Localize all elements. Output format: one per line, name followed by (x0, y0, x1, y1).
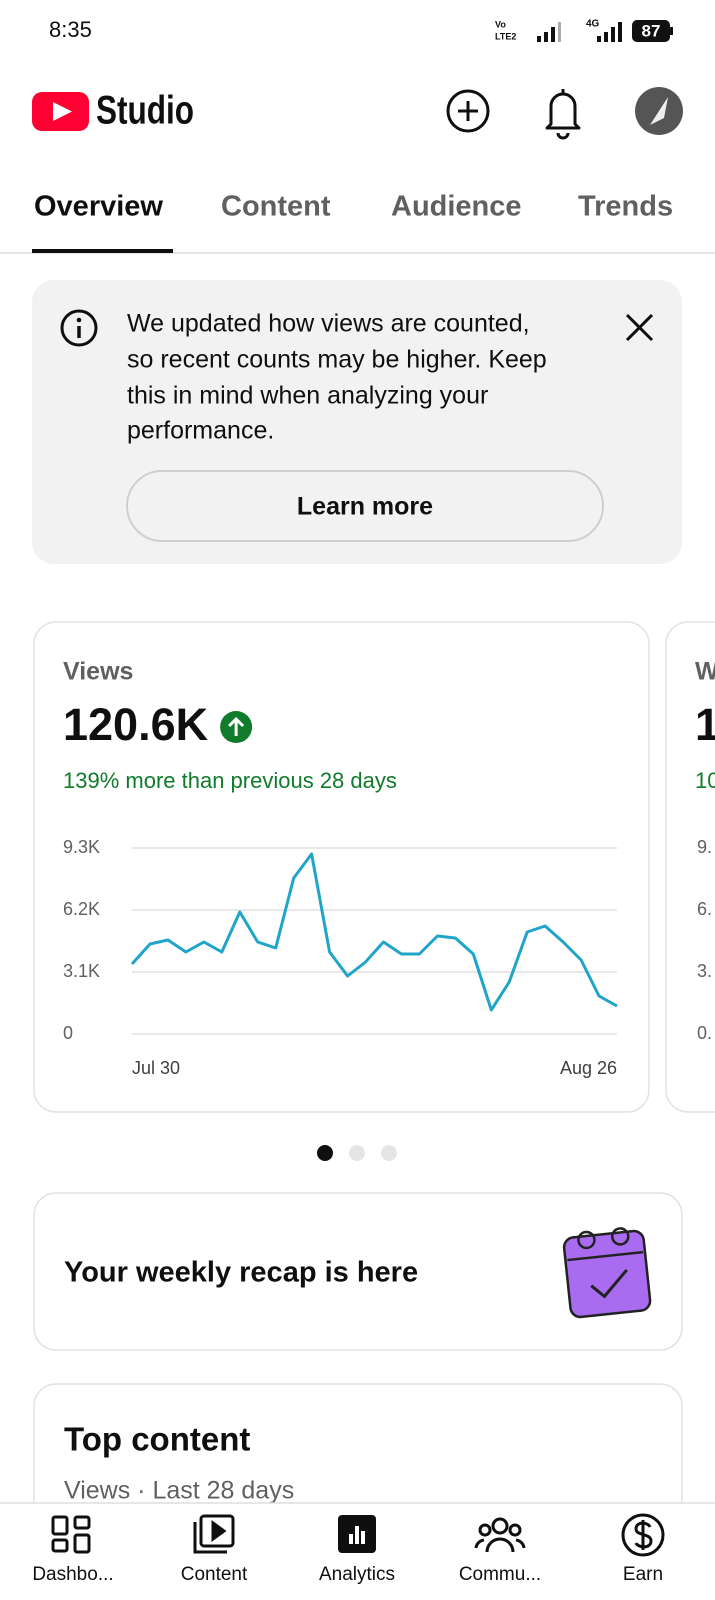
tab-indicator (32, 249, 173, 253)
tab[interactable]: Content (221, 191, 331, 223)
banner-text: this in mind when analyzing your (127, 382, 488, 410)
app-title: Studio (96, 89, 194, 133)
page-dot[interactable] (381, 1145, 397, 1161)
tab[interactable]: Audience (391, 191, 522, 223)
peek-text: 6. (697, 899, 712, 919)
metric-change: 139% more than previous 28 days (63, 768, 397, 793)
peek-text: 10 (695, 768, 715, 793)
nav-icon (338, 1515, 376, 1553)
views-card[interactable] (33, 621, 650, 1113)
page-dot[interactable] (317, 1145, 333, 1161)
metric-value: 120.6K (63, 699, 209, 750)
battery-level: 87 (642, 21, 661, 40)
avatar-art (650, 97, 668, 125)
battery-icon (632, 20, 670, 42)
nav-label[interactable]: Content (181, 1564, 248, 1585)
button-label: Learn more (297, 493, 433, 521)
status-time: 8:35 (49, 17, 92, 42)
close-button[interactable] (625, 313, 654, 342)
nav-label[interactable]: Commu... (459, 1564, 541, 1585)
signal-icon (537, 22, 622, 42)
nav-icon (474, 1517, 526, 1553)
page-dot[interactable] (349, 1145, 365, 1161)
tab[interactable]: Trends (578, 191, 673, 223)
x-tick-label: Jul 30 (132, 1058, 180, 1078)
nav-label[interactable]: Earn (623, 1564, 663, 1585)
nav-icon (193, 1514, 235, 1554)
x-tick-label: Aug 26 (560, 1058, 617, 1078)
y-tick-label: 0 (63, 1023, 73, 1043)
views-chart: 0 3.1K 6.2K 9.3K Jul 30 Aug 26 (63, 837, 618, 1078)
battery-tip (670, 27, 673, 35)
notifications-button[interactable] (545, 89, 581, 140)
status-label: Vo (495, 19, 506, 29)
status-label: LTE2 (495, 31, 516, 41)
peek-card[interactable] (665, 621, 715, 1113)
peek-text: 3. (697, 961, 712, 981)
peek-text: 9. (697, 837, 712, 857)
nav-icon (621, 1513, 665, 1557)
nav-label[interactable]: Dashbo... (32, 1564, 113, 1585)
banner-text: performance. (127, 417, 274, 445)
create-button[interactable] (446, 89, 490, 133)
recap-title: Your weekly recap is here (64, 1257, 418, 1289)
y-tick-label: 6.2K (63, 899, 100, 919)
logo-play (53, 102, 72, 121)
y-tick-label: 9.3K (63, 837, 100, 857)
peek-text: W (695, 658, 715, 686)
banner-text: We updated how views are counted, (127, 310, 530, 338)
section-subtitle: Views · Last 28 days (64, 1477, 294, 1505)
y-tick-label: 3.1K (63, 961, 100, 981)
recap-card[interactable] (33, 1192, 683, 1351)
peek-text: 0. (697, 1023, 712, 1043)
nav-label[interactable]: Analytics (319, 1564, 395, 1585)
nav-icon (51, 1515, 91, 1554)
peek-text: 1 (695, 699, 715, 750)
info-icon (60, 309, 98, 347)
banner-text: so recent counts may be higher. Keep (127, 346, 547, 374)
metric-label: Views (63, 658, 133, 686)
line-series (130, 852, 618, 1012)
section-title: Top content (64, 1421, 250, 1458)
tab[interactable]: Overview (34, 191, 163, 223)
status-label: 4G (586, 19, 600, 30)
trend-up-icon (220, 711, 253, 743)
learn-more-button[interactable] (126, 470, 604, 542)
calendar-icon (562, 1227, 652, 1319)
